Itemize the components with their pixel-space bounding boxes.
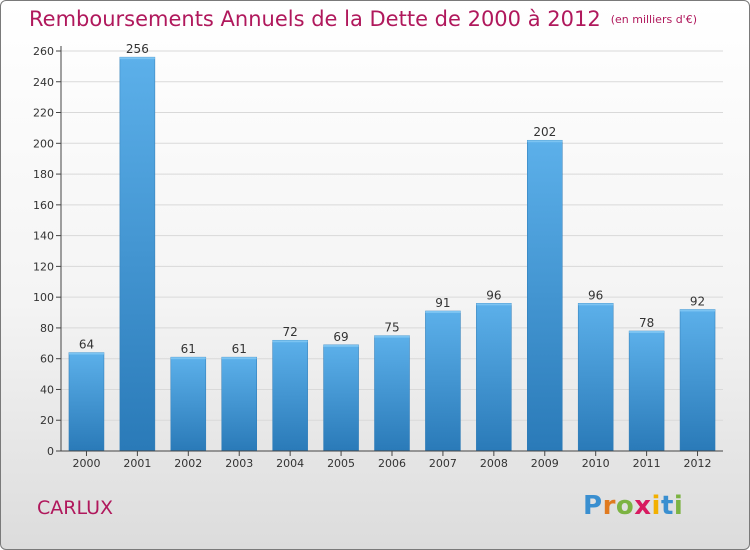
value-label: 78 <box>639 316 654 330</box>
x-tick-label: 2003 <box>225 457 253 470</box>
chart-title-text: Remboursements Annuels de la Dette de 20… <box>29 7 601 31</box>
bar-2004 <box>272 339 308 452</box>
logo-letter: x <box>634 491 652 521</box>
logo-letter: i <box>673 491 684 521</box>
bar-2005 <box>323 344 359 452</box>
x-tick-label: 2011 <box>633 457 661 470</box>
value-label: 96 <box>588 288 603 302</box>
y-tick-label: 40 <box>40 383 54 396</box>
bar-highlight <box>374 335 410 338</box>
value-label: 92 <box>690 294 705 308</box>
value-label: 75 <box>384 321 399 335</box>
y-tick-label: 200 <box>33 137 54 150</box>
bar-2002 <box>170 356 207 452</box>
proxiti-logo: Proxiti <box>583 491 683 521</box>
x-tick-label: 2012 <box>684 457 712 470</box>
logo-letter: o <box>615 491 635 521</box>
bar-2007 <box>425 310 461 452</box>
value-label: 61 <box>232 342 247 356</box>
chart-unit: (en milliers d'€) <box>610 13 697 26</box>
y-tick-label: 60 <box>40 353 54 366</box>
value-label: 69 <box>333 330 348 344</box>
bar-2008 <box>476 303 512 452</box>
y-tick-label: 120 <box>33 260 54 273</box>
y-tick-label: 0 <box>47 445 54 458</box>
bar-highlight <box>272 340 308 343</box>
value-label: 61 <box>181 342 196 356</box>
bar-highlight <box>425 311 461 313</box>
y-tick-label: 240 <box>33 76 54 89</box>
y-tick-label: 260 <box>33 45 54 58</box>
bar-highlight <box>527 140 563 143</box>
bar-highlight <box>680 309 716 312</box>
axes <box>56 46 723 456</box>
value-label: 256 <box>126 42 149 56</box>
y-tick-label: 160 <box>33 199 54 212</box>
x-tick-label: 2002 <box>174 457 202 470</box>
bar-2012 <box>679 309 716 452</box>
y-tick-label: 80 <box>40 322 54 335</box>
value-label: 202 <box>533 125 556 139</box>
bar-highlight <box>68 352 104 355</box>
logo-letter: P <box>583 491 603 521</box>
chart-title: Remboursements Annuels de la Dette de 20… <box>29 7 697 31</box>
bar-highlight <box>476 303 512 306</box>
bar-highlight <box>119 57 155 60</box>
y-tick-label: 180 <box>33 168 54 181</box>
x-tick-label: 2009 <box>531 457 559 470</box>
y-tick-label: 100 <box>33 291 54 304</box>
bar-highlight <box>170 357 206 360</box>
bar-2003 <box>221 356 257 452</box>
bar-2011 <box>628 330 665 452</box>
value-label: 64 <box>79 338 94 352</box>
bar-2000 <box>68 352 105 452</box>
x-tick-label: 2005 <box>327 457 355 470</box>
bar-highlight <box>629 331 665 333</box>
labels: 0 20 40 60 80 100 120 140 160 180 200 220 240 260 64 20… <box>33 42 712 470</box>
logo-letter: t <box>660 491 674 521</box>
bar-2001 <box>119 56 156 452</box>
x-tick-label: 2000 <box>72 457 100 470</box>
x-tick-label: 2008 <box>480 457 508 470</box>
bar-2006 <box>374 335 410 452</box>
value-label: 96 <box>486 288 501 302</box>
value-label: 91 <box>435 296 450 310</box>
x-tick-label: 2007 <box>429 457 457 470</box>
bar-2009 <box>527 139 563 452</box>
commune-name: CARLUX <box>37 497 114 519</box>
bars <box>68 56 716 452</box>
bar-highlight <box>323 344 359 347</box>
x-tick-label: 2006 <box>378 457 406 470</box>
value-label: 72 <box>283 325 298 339</box>
y-tick-label: 220 <box>33 107 54 120</box>
x-tick-label: 2010 <box>582 457 610 470</box>
y-tick-label: 140 <box>33 230 54 243</box>
bar-2010 <box>577 303 614 452</box>
logo-letter: i <box>651 491 661 521</box>
bar-highlight <box>221 357 257 360</box>
y-tick-label: 20 <box>40 414 54 427</box>
x-tick-label: 2004 <box>276 457 304 470</box>
x-tick-label: 2001 <box>123 457 151 470</box>
bar-highlight <box>578 303 614 306</box>
logo-letter: r <box>602 491 616 521</box>
